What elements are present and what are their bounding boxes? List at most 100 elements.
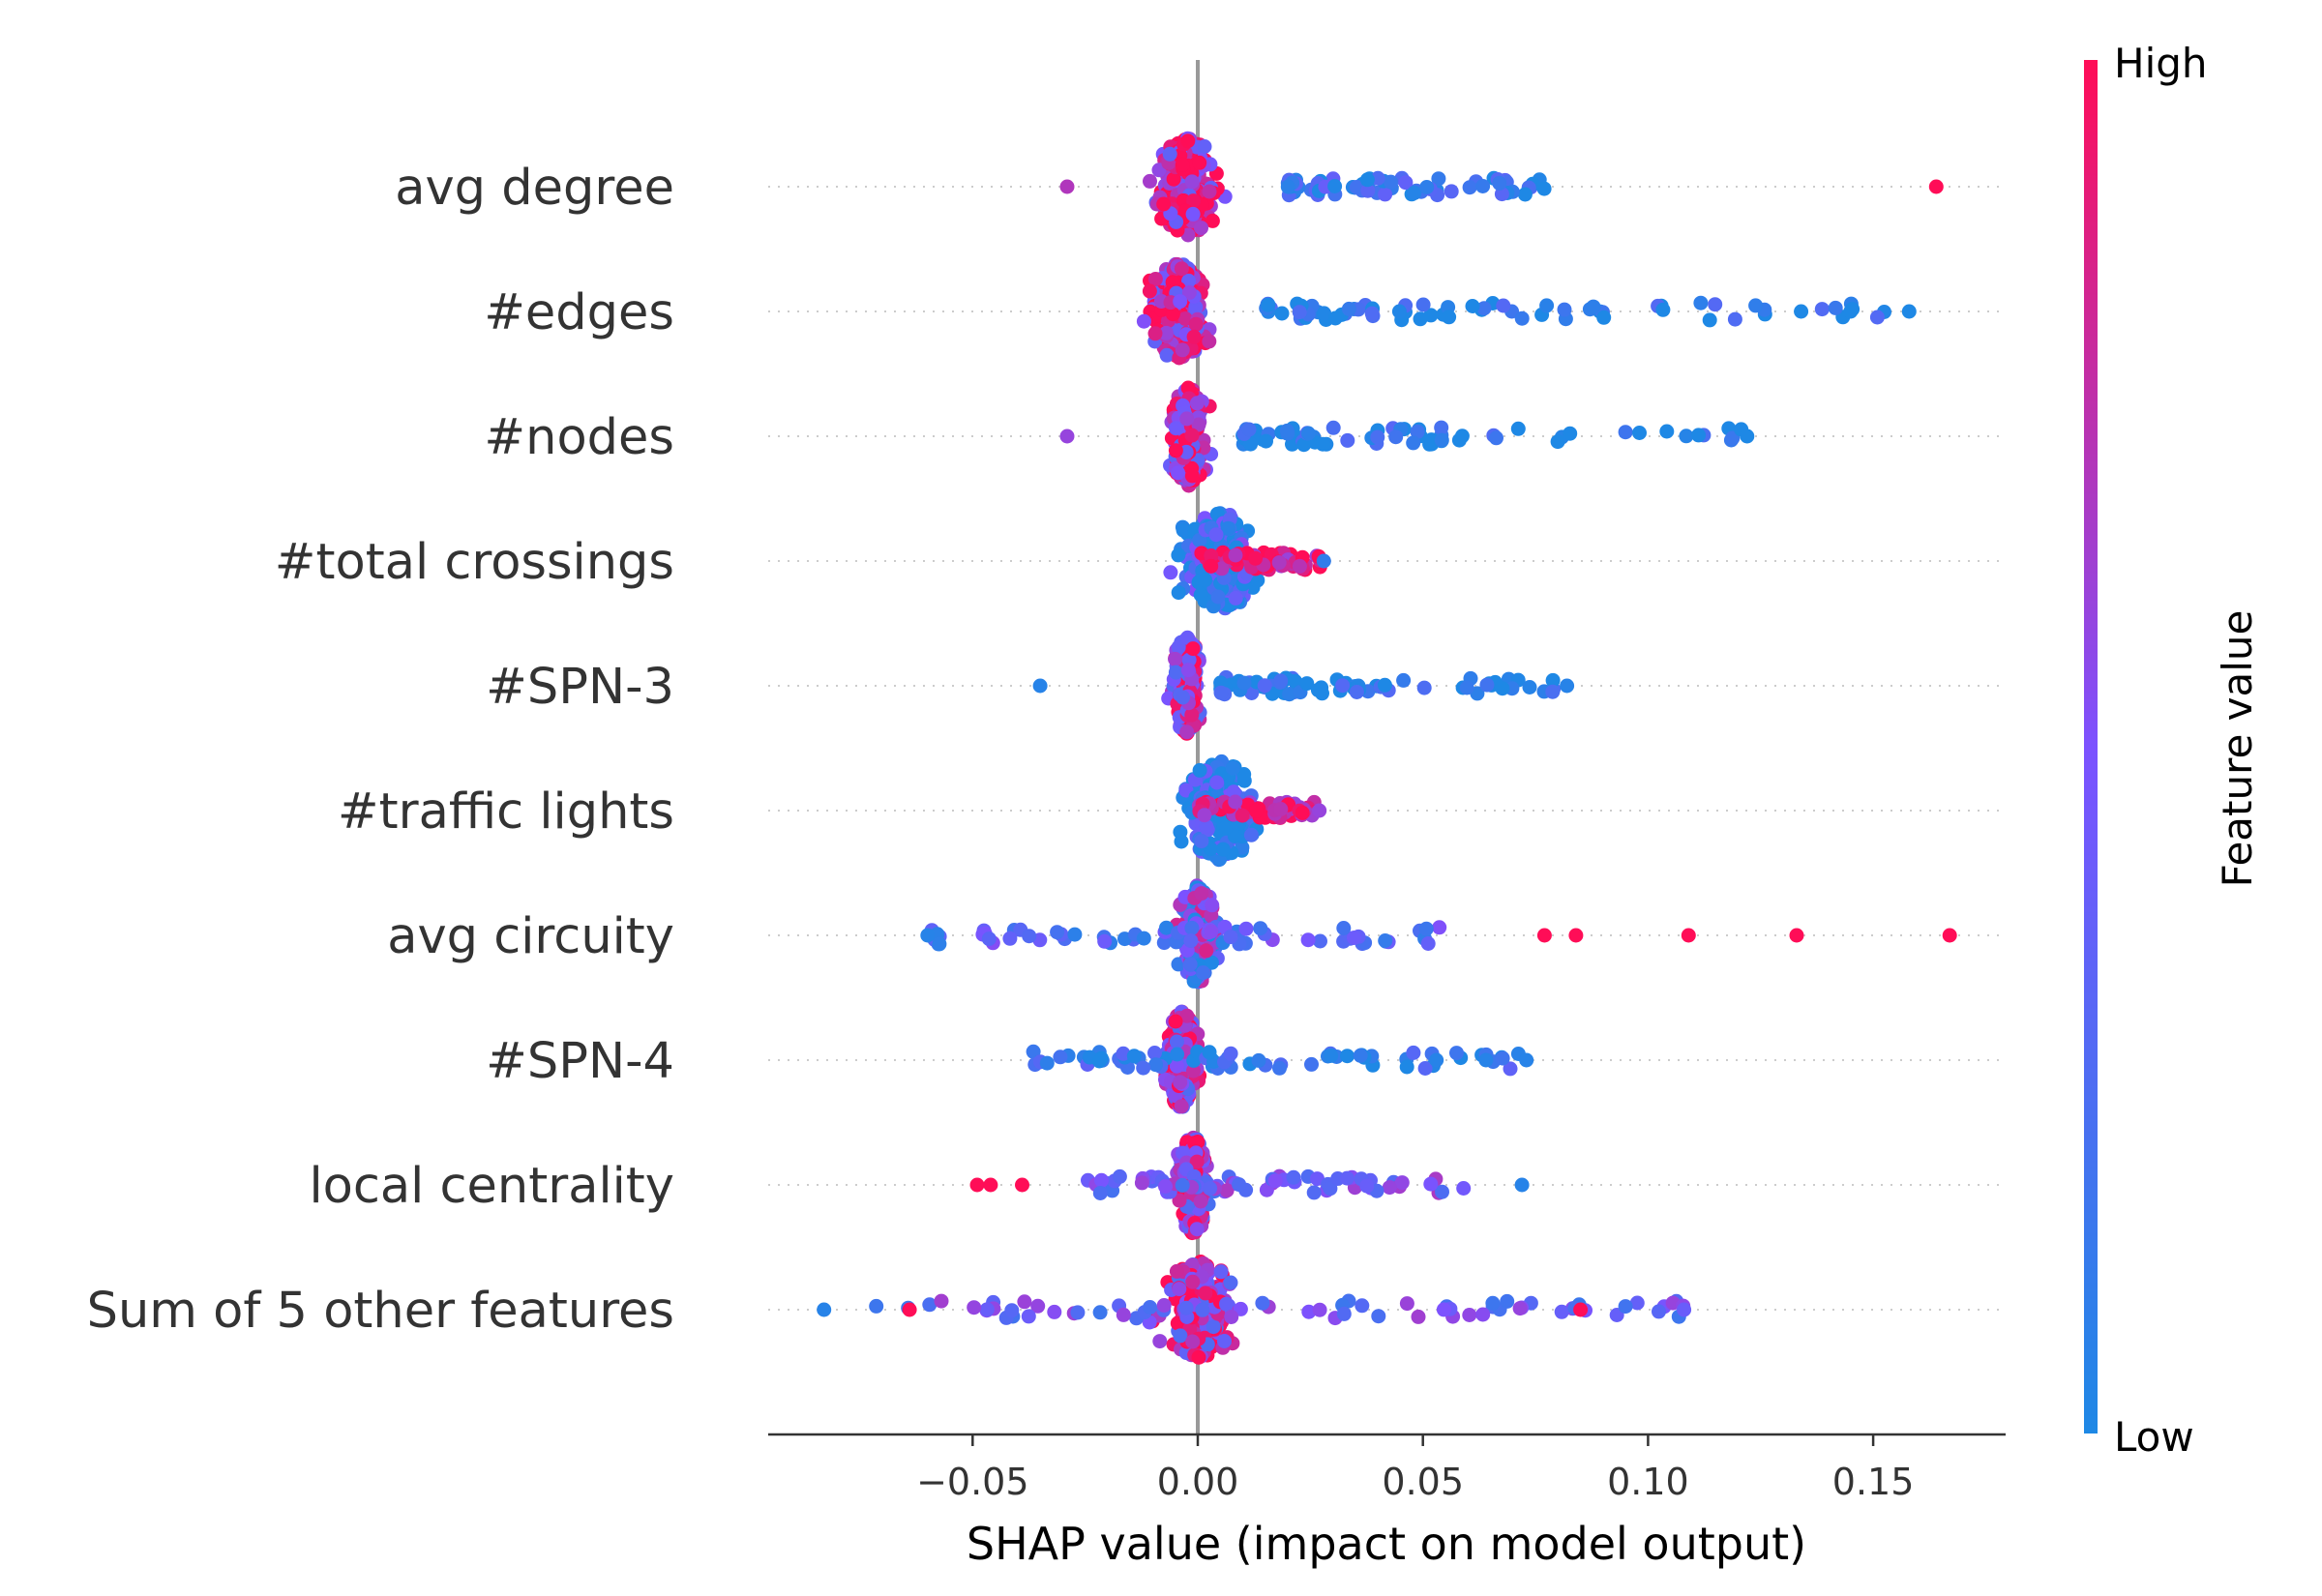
- shap-point: [1202, 334, 1217, 349]
- shap-point: [1243, 827, 1259, 842]
- shap-point: [922, 1297, 938, 1313]
- shap-point: [1586, 299, 1601, 314]
- shap-point: [1198, 1286, 1213, 1301]
- shap-point: [1442, 310, 1457, 325]
- feature-label: #SPN-3: [486, 659, 674, 716]
- shap-outlier-point: [1059, 179, 1075, 194]
- shap-point: [1165, 275, 1180, 290]
- x-tick-label: 0.15: [1832, 1461, 1915, 1503]
- shap-point: [1536, 181, 1552, 196]
- shap-point: [1475, 179, 1491, 193]
- shap-point: [1228, 794, 1243, 810]
- shap-point: [1178, 1300, 1194, 1315]
- shap-point: [1271, 555, 1287, 571]
- shap-point: [1406, 435, 1421, 451]
- shap-point: [1378, 187, 1393, 202]
- shap-point: [1411, 1309, 1426, 1324]
- shap-point: [1194, 886, 1209, 901]
- shap-point: [1325, 420, 1341, 435]
- shap-point: [1384, 174, 1398, 190]
- shap-outlier-point: [1514, 1177, 1530, 1193]
- shap-point: [1406, 1045, 1421, 1060]
- shap-point: [1407, 185, 1422, 200]
- shap-point: [1213, 1264, 1229, 1280]
- shap-point: [1152, 1334, 1168, 1349]
- shap-point: [1173, 1328, 1188, 1344]
- shap-point: [1232, 1177, 1247, 1193]
- shap-point: [1310, 1171, 1325, 1187]
- shap-point: [1168, 1014, 1183, 1029]
- shap-point: [1554, 1304, 1569, 1319]
- shap-point: [1219, 1183, 1235, 1198]
- shap-point: [1185, 1274, 1201, 1289]
- shap-point: [1179, 411, 1195, 427]
- shap-point: [1116, 1046, 1131, 1061]
- shap-point: [1189, 396, 1205, 411]
- shap-point: [1004, 1303, 1020, 1318]
- shap-point: [1210, 589, 1226, 605]
- shap-point: [1423, 1176, 1439, 1192]
- shap-point: [1092, 1305, 1108, 1320]
- shap-point: [1094, 1172, 1109, 1188]
- shap-point: [1629, 1295, 1645, 1311]
- shap-point: [1188, 316, 1204, 332]
- shap-point: [1545, 672, 1561, 688]
- shap-point: [1388, 429, 1404, 445]
- shap-point: [1223, 930, 1238, 945]
- shap-point: [1163, 565, 1178, 580]
- shap-point: [1169, 1058, 1184, 1074]
- shap-point: [1248, 550, 1264, 566]
- shap-point: [1202, 184, 1217, 199]
- feature-label: avg degree: [395, 160, 674, 217]
- shap-outlier-point: [1560, 678, 1575, 694]
- shap-point: [1304, 1056, 1319, 1072]
- shap-outlier-point: [1015, 1177, 1029, 1193]
- shap-point: [1539, 298, 1555, 313]
- x-tick-label: 0.05: [1382, 1461, 1464, 1503]
- shap-point: [1181, 273, 1197, 288]
- shap-point: [1451, 432, 1467, 448]
- shap-point: [1485, 1295, 1501, 1311]
- feature-labels: avg degree #edges #nodes #total crossings #S…: [87, 160, 674, 1340]
- x-tick-label: 0.10: [1607, 1461, 1689, 1503]
- shap-point: [1126, 1049, 1142, 1064]
- colorbar-high-label: High: [2114, 40, 2208, 87]
- shap-point: [1186, 329, 1202, 344]
- shap-outlier-point: [1568, 928, 1584, 943]
- shap-point: [1197, 139, 1212, 154]
- shap-point: [1702, 312, 1717, 328]
- shap-point: [1323, 1181, 1338, 1197]
- colorbar-low-label: Low: [2114, 1413, 2194, 1461]
- shap-point: [1179, 724, 1195, 740]
- shap-point: [1314, 680, 1329, 695]
- shap-point: [1280, 179, 1295, 194]
- shap-point: [1215, 842, 1231, 857]
- shap-point: [1030, 1298, 1046, 1314]
- shap-point: [1185, 1334, 1201, 1349]
- feature-label: #SPN-4: [486, 1033, 674, 1090]
- shap-point: [1545, 684, 1561, 699]
- shap-point: [1399, 1296, 1414, 1312]
- shap-point: [1418, 921, 1434, 936]
- shap-point: [1431, 171, 1446, 187]
- shap-point: [1169, 1034, 1184, 1049]
- shap-point: [1292, 305, 1307, 320]
- shap-point: [979, 1302, 995, 1317]
- shap-point: [1204, 924, 1219, 939]
- shap-point: [1053, 1049, 1068, 1065]
- shap-point: [1257, 678, 1272, 694]
- shap-point: [1557, 302, 1572, 317]
- shap-point: [1173, 294, 1188, 310]
- shap-point: [1193, 587, 1208, 603]
- shap-point: [1159, 347, 1175, 363]
- shap-point: [1292, 558, 1307, 574]
- shap-point: [1444, 184, 1459, 199]
- shap-point: [1147, 272, 1163, 286]
- shap-point: [1158, 1179, 1173, 1194]
- shap-point: [1195, 1302, 1210, 1317]
- shap-point: [1500, 1293, 1515, 1309]
- shap-point: [1377, 677, 1392, 693]
- shap-point: [1067, 927, 1083, 942]
- shap-point: [1496, 298, 1511, 313]
- shap-outlier-point: [1942, 928, 1957, 943]
